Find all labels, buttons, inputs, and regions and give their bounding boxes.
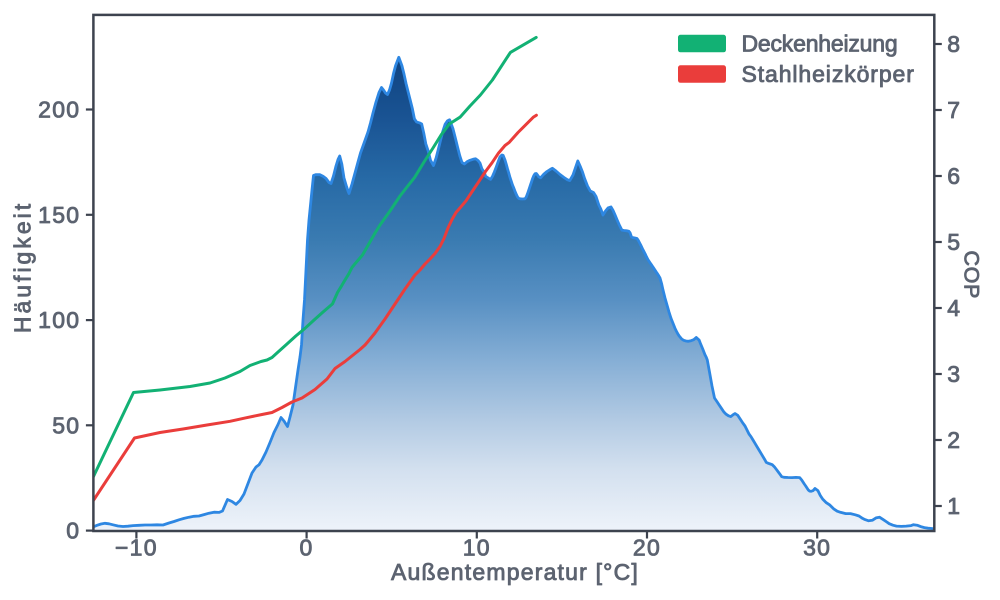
svg-text:Stahlheizkörper: Stahlheizkörper <box>742 61 915 87</box>
svg-text:150: 150 <box>38 202 80 228</box>
svg-text:10: 10 <box>463 535 491 561</box>
svg-text:20: 20 <box>633 535 661 561</box>
svg-text:200: 200 <box>38 97 80 123</box>
svg-text:50: 50 <box>52 412 80 438</box>
svg-text:7: 7 <box>947 97 961 123</box>
svg-text:30: 30 <box>803 535 831 561</box>
svg-text:−10: −10 <box>115 535 158 561</box>
svg-text:COP: COP <box>960 251 984 299</box>
svg-text:0: 0 <box>66 518 80 544</box>
svg-text:1: 1 <box>947 493 961 519</box>
svg-text:6: 6 <box>947 163 961 189</box>
svg-text:100: 100 <box>38 307 80 333</box>
svg-text:4: 4 <box>947 295 961 321</box>
svg-text:Häufigkeit: Häufigkeit <box>10 201 36 333</box>
svg-text:Deckenheizung: Deckenheizung <box>742 31 898 57</box>
svg-text:2: 2 <box>947 427 961 453</box>
svg-text:3: 3 <box>947 361 961 387</box>
svg-text:Außentemperatur [°C]: Außentemperatur [°C] <box>391 559 639 585</box>
svg-text:0: 0 <box>300 535 314 561</box>
svg-text:5: 5 <box>947 229 961 255</box>
svg-text:8: 8 <box>947 31 961 57</box>
